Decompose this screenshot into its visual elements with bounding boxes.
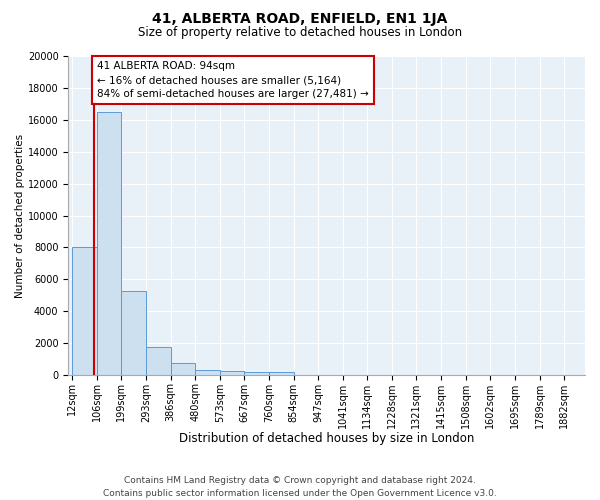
- Bar: [220, 372, 244, 374]
- Text: Contains HM Land Registry data © Crown copyright and database right 2024.
Contai: Contains HM Land Registry data © Crown c…: [103, 476, 497, 498]
- Bar: [146, 347, 170, 374]
- Bar: [121, 291, 146, 374]
- Bar: [170, 363, 195, 374]
- Y-axis label: Number of detached properties: Number of detached properties: [15, 134, 25, 298]
- Bar: [244, 372, 269, 374]
- Text: Size of property relative to detached houses in London: Size of property relative to detached ho…: [138, 26, 462, 39]
- Bar: [269, 372, 293, 374]
- Bar: [97, 112, 121, 374]
- Text: 41, ALBERTA ROAD, ENFIELD, EN1 1JA: 41, ALBERTA ROAD, ENFIELD, EN1 1JA: [152, 12, 448, 26]
- X-axis label: Distribution of detached houses by size in London: Distribution of detached houses by size …: [179, 432, 475, 445]
- Text: 41 ALBERTA ROAD: 94sqm
← 16% of detached houses are smaller (5,164)
84% of semi-: 41 ALBERTA ROAD: 94sqm ← 16% of detached…: [97, 62, 369, 100]
- Bar: [72, 248, 97, 374]
- Bar: [195, 370, 220, 374]
